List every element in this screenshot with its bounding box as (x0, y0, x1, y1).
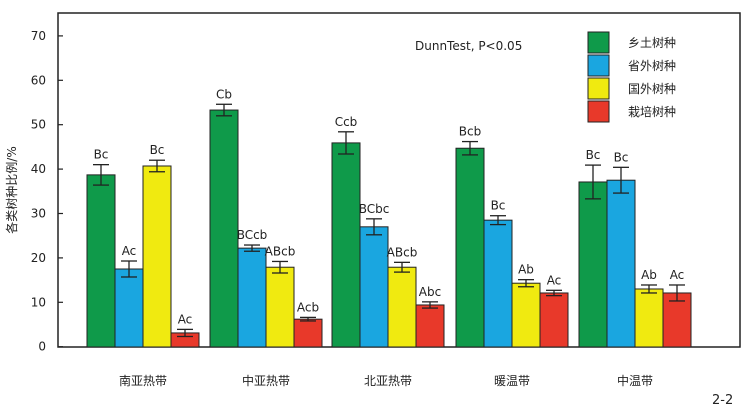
bar (265, 266, 295, 348)
legend-label: 乡土树种 (628, 35, 676, 50)
bar (86, 174, 116, 348)
legend-label: 栽培树种 (628, 104, 676, 119)
bar (662, 292, 692, 348)
significance-label: Ac (178, 312, 193, 326)
bar (483, 219, 513, 348)
x-category-label: 南亚热带 (119, 373, 167, 388)
significance-label: BCcb (237, 228, 268, 242)
bar-group: Cb BCcb ABcb Acb 中亚热带 (209, 87, 323, 388)
y-tick-label: 10 (31, 295, 46, 309)
legend-label: 省外树种 (628, 58, 676, 73)
significance-label: Acb (297, 300, 319, 314)
significance-label: ABcb (265, 244, 296, 258)
bar (539, 292, 569, 348)
bar (511, 282, 541, 348)
significance-label: Ccb (335, 115, 358, 129)
significance-label: Cb (216, 87, 232, 101)
y-tick-label: 0 (38, 340, 46, 354)
significance-label: Abc (419, 285, 441, 299)
bar-group: Bcb Bc Ab Ac 暖温带 (455, 125, 569, 388)
x-category-label: 中温带 (617, 373, 653, 388)
bar (114, 268, 144, 348)
x-category-label: 中亚热带 (242, 373, 290, 388)
bar (387, 266, 417, 348)
significance-label: Ac (670, 268, 685, 282)
legend-swatch (587, 77, 610, 100)
bar (142, 165, 172, 348)
y-tick-label: 40 (31, 162, 46, 176)
y-tick-label: 70 (31, 29, 46, 43)
significance-label: Bc (614, 150, 629, 164)
bar (634, 288, 664, 348)
bar (293, 318, 323, 348)
significance-label: Bcb (459, 125, 481, 139)
x-category-label: 暖温带 (494, 374, 530, 388)
legend-swatch (587, 54, 610, 77)
significance-label: Ac (122, 244, 137, 258)
bar-group: Bc Bc Ab Ac 中温带 (578, 148, 692, 388)
significance-label: Bc (491, 199, 506, 213)
bars: Bc Ac Bc Ac 南亚热带 Cb BCcb ABcb Acb 中亚热带 Ccb BCbc ABcb… (86, 87, 692, 388)
significance-label: BCbc (359, 202, 390, 216)
bar (331, 142, 361, 348)
y-tick-label: 20 (31, 251, 46, 265)
y-tick-label: 60 (31, 73, 46, 87)
legend-swatch (587, 31, 610, 54)
bar (606, 179, 636, 348)
significance-label: Bc (586, 148, 601, 162)
bar (415, 304, 445, 348)
y-tick-label: 50 (31, 118, 46, 132)
bar (237, 247, 267, 348)
x-category-label: 北亚热带 (364, 374, 412, 388)
bar-group: Bc Ac Bc Ac 南亚热带 (86, 143, 200, 388)
legend-swatch (587, 100, 610, 123)
significance-label: Bc (94, 148, 109, 162)
bar (359, 226, 389, 348)
significance-label: Ab (641, 268, 657, 282)
figure-label: 2-2 (712, 393, 733, 408)
y-tick-label: 30 (31, 207, 46, 221)
bar-group: Ccb BCbc ABcb Abc 北亚热带 (331, 115, 445, 388)
significance-annotation: DunnTest, P<0.05 (415, 39, 522, 53)
bar (209, 109, 239, 348)
significance-label: ABcb (387, 245, 418, 259)
bar (455, 147, 485, 348)
significance-label: Ac (547, 273, 562, 287)
legend-label: 国外树种 (628, 81, 676, 96)
significance-label: Bc (150, 143, 165, 157)
significance-label: Ab (518, 263, 534, 277)
y-axis-label: 各类树种比例/% (4, 146, 19, 233)
bar (578, 181, 608, 348)
